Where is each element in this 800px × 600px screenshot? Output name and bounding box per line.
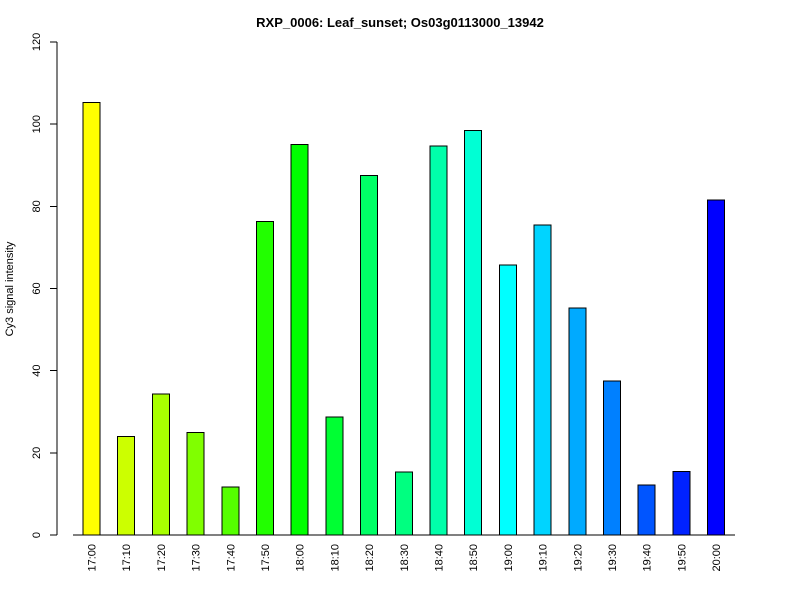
y-tick-label-120: 120 (31, 33, 43, 51)
x-tick-label-17:00: 17:00 (87, 544, 99, 572)
x-tick-label-18:00: 18:00 (295, 544, 307, 572)
x-tick-label-19:30: 19:30 (607, 544, 619, 572)
x-tick-label-19:10: 19:10 (538, 544, 550, 572)
x-tick-label-19:20: 19:20 (572, 544, 584, 572)
bar-17:00 (82, 101, 101, 536)
bar-19:00 (498, 264, 517, 536)
bar-18:40 (429, 145, 448, 536)
y-axis-label: Cy3 signal intensity (4, 241, 16, 336)
bar-19:30 (603, 380, 621, 536)
x-tick-label-18:10: 18:10 (329, 544, 341, 572)
bar-18:50 (464, 129, 483, 536)
x-tick-label-19:00: 19:00 (503, 544, 515, 572)
bar-18:30 (394, 471, 413, 536)
x-tick-label-17:20: 17:20 (156, 544, 168, 572)
x-axis: 17:00 17:10 17:20 17:30 17:40 17:50 18:00 18:10… (73, 534, 735, 572)
bar-17:40 (221, 486, 240, 536)
y-tick-label-60: 60 (31, 282, 43, 294)
x-tick-label-20:00: 20:00 (711, 544, 723, 572)
bar-19:20 (568, 307, 587, 536)
x-tick-label-18:20: 18:20 (364, 544, 376, 572)
y-tick-label-0: 0 (31, 532, 43, 538)
y-tick-label-40: 40 (31, 365, 43, 377)
bar-19:50 (672, 470, 691, 536)
x-tick-label-17:10: 17:10 (121, 544, 133, 572)
y-tick-label-80: 80 (31, 200, 43, 212)
x-tick-label-19:50: 19:50 (676, 544, 688, 572)
bar-18:10 (325, 416, 344, 536)
bar-17:20 (151, 393, 170, 536)
bar-18:00 (290, 144, 309, 536)
bar-17:50 (256, 221, 274, 536)
chart-title: RXP_0006: Leaf_sunset; Os03g0113000_1394… (256, 15, 544, 30)
bar-20:00 (707, 199, 726, 536)
x-tick-label-18:40: 18:40 (434, 544, 446, 572)
bar-19:10 (533, 224, 552, 536)
y-axis: 0 20 40 60 80 100 120 (31, 33, 58, 538)
x-tick-label-17:50: 17:50 (260, 544, 272, 572)
bar-18:20 (360, 175, 379, 536)
x-tick-label-17:40: 17:40 (225, 544, 237, 572)
bar-17:10 (117, 435, 136, 536)
bar-17:30 (186, 431, 205, 536)
x-tick-label-19:40: 19:40 (642, 544, 654, 572)
x-tick-label-18:30: 18:30 (399, 544, 411, 572)
y-tick-label-20: 20 (31, 447, 43, 459)
y-tick-label-100: 100 (31, 115, 43, 133)
x-tick-label-18:50: 18:50 (468, 544, 480, 572)
x-tick-label-17:30: 17:30 (191, 544, 203, 572)
bars-group (82, 101, 726, 536)
bar-19:40 (637, 484, 656, 536)
